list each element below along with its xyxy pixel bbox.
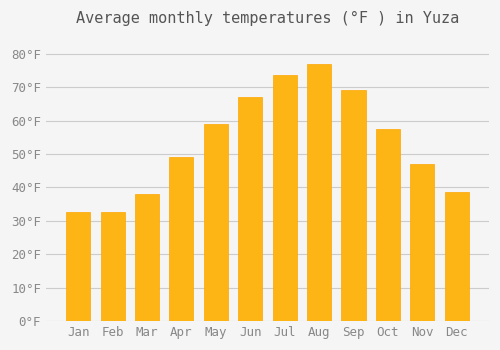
- Title: Average monthly temperatures (°F ) in Yuza: Average monthly temperatures (°F ) in Yu…: [76, 11, 459, 26]
- Bar: [135, 194, 159, 321]
- Bar: [410, 164, 434, 321]
- Bar: [444, 193, 469, 321]
- Bar: [307, 64, 331, 321]
- Bar: [376, 129, 400, 321]
- Bar: [342, 91, 365, 321]
- Bar: [170, 157, 194, 321]
- Bar: [238, 97, 262, 321]
- Bar: [204, 124, 228, 321]
- Bar: [100, 212, 124, 321]
- Bar: [66, 212, 90, 321]
- Bar: [272, 76, 296, 321]
